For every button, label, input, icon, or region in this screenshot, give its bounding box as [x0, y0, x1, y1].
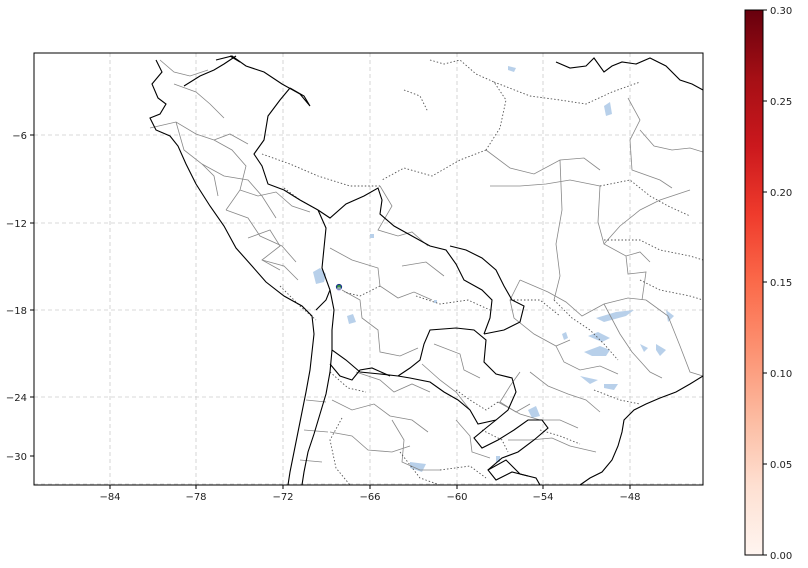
y-tick-label: −18: [6, 306, 27, 317]
colorbar-tick-label: 0.05: [770, 460, 792, 471]
x-tick-label: −60: [446, 492, 467, 503]
gridlines: [34, 53, 703, 485]
x-tick-label: −54: [532, 492, 553, 503]
map-panel: [33, 52, 704, 486]
colorbar: 0.00 0.05 0.10 0.15 0.20 0.25 0.30: [744, 6, 792, 562]
colorbar-tick-label: 0.00: [770, 551, 792, 562]
colorbar-tick-label: 0.10: [770, 369, 792, 380]
dotted-borders: [261, 59, 703, 485]
country-borders: [149, 55, 703, 485]
x-tick-label: −66: [359, 492, 380, 503]
x-tick-label: −78: [185, 492, 206, 503]
colorbar-tick-label: 0.20: [770, 188, 792, 199]
location-marker: [335, 283, 343, 292]
x-tick-label: −48: [619, 492, 640, 503]
y-tick-label: −24: [6, 393, 27, 404]
colorbar-tick-label: 0.25: [770, 97, 792, 108]
x-tick-label: −72: [272, 492, 293, 503]
y-tick-label: −12: [6, 219, 27, 230]
colorbar-gradient: [744, 9, 764, 556]
colorbar-tick-label: 0.30: [770, 6, 792, 17]
y-tick-label: −30: [6, 452, 27, 463]
y-axis-ticks: −6 −12 −18 −24 −30: [6, 131, 34, 463]
x-axis-ticks: −84 −78 −72 −66 −60 −54 −48: [99, 485, 641, 503]
y-tick-label: −6: [12, 131, 27, 142]
colorbar-tick-label: 0.15: [770, 278, 792, 289]
x-tick-label: −84: [99, 492, 120, 503]
lakes: [313, 66, 674, 472]
